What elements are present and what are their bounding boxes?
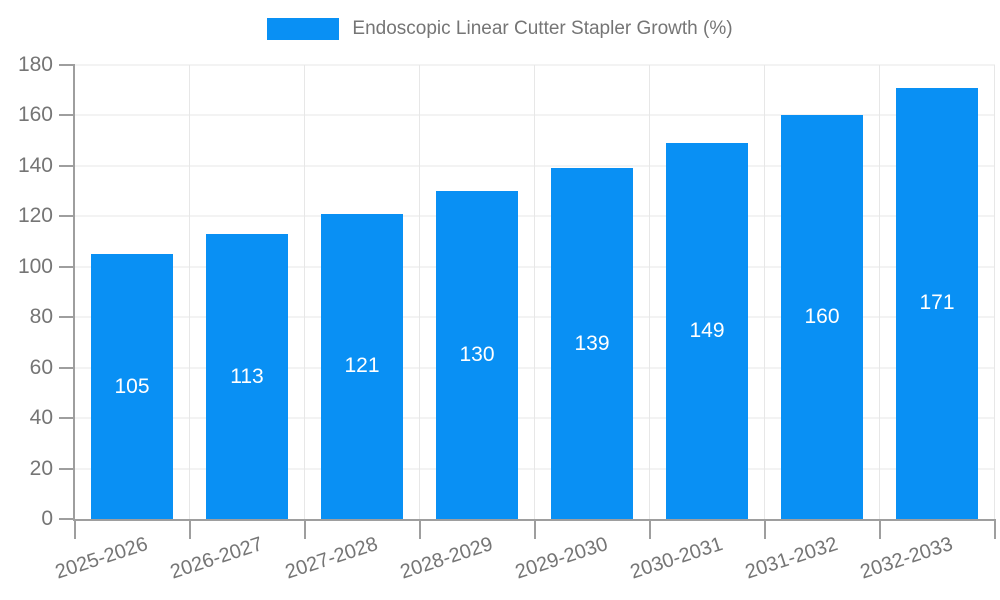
y-gridline <box>75 64 995 66</box>
x-axis-tick <box>879 519 881 539</box>
category-band: 113 2026-2027 <box>168 65 305 583</box>
category-band: 121 2027-2028 <box>283 65 420 583</box>
bar-2027-2028[interactable]: 121 <box>320 213 404 519</box>
bar-2031-2032[interactable]: 160 <box>780 115 864 519</box>
category-band: 130 2028-2029 <box>398 65 535 583</box>
y-axis-label: 40 <box>29 406 53 430</box>
y-axis-label: 120 <box>17 204 53 228</box>
plot-area: 105 2025-2026 113 2026-2027 121 2027-2028 130 2… <box>18 53 996 583</box>
bar-2032-2033[interactable]: 171 <box>895 87 979 519</box>
x-axis-tick <box>764 519 766 539</box>
category-band: 171 2032-2033 <box>858 65 995 583</box>
y-gridline <box>75 266 995 268</box>
x-axis-label: 2027-2028 <box>283 533 381 584</box>
x-axis-tick <box>994 519 996 539</box>
y-axis-tick <box>59 64 75 66</box>
y-axis-label: 160 <box>17 103 53 127</box>
x-axis-tick <box>304 519 306 539</box>
bar-2028-2029[interactable]: 130 <box>435 191 519 519</box>
y-gridline <box>75 316 995 318</box>
x-axis-tick <box>74 519 76 539</box>
bar-2026-2027[interactable]: 113 <box>205 234 289 519</box>
y-gridline <box>75 417 995 419</box>
y-gridline <box>75 114 995 116</box>
x-axis-tick <box>534 519 536 539</box>
legend-label: Endoscopic Linear Cutter Stapler Growth … <box>352 18 733 39</box>
bar-2030-2031[interactable]: 149 <box>665 143 749 519</box>
bar-value-label: 121 <box>344 354 380 378</box>
legend-swatch <box>267 18 340 40</box>
y-gridline <box>75 367 995 369</box>
bar-value-label: 171 <box>919 291 955 315</box>
x-axis-tick <box>649 519 651 539</box>
y-axis-label: 0 <box>41 507 53 530</box>
y-axis-label: 140 <box>17 153 53 177</box>
x-axis-tick <box>189 519 191 539</box>
y-axis-tick <box>59 265 75 268</box>
x-axis-label: 2028-2029 <box>398 533 496 584</box>
x-axis-label: 2025-2026 <box>53 533 151 584</box>
x-axis-label: 2032-2033 <box>858 533 956 584</box>
y-gridline <box>75 215 995 217</box>
category-band: 105 2025-2026 <box>53 65 190 583</box>
bar-bands: 105 2025-2026 113 2026-2027 121 2027-2028 130 2… <box>53 65 995 583</box>
y-axis-tick <box>59 164 75 167</box>
x-axis-label: 2026-2027 <box>168 533 266 584</box>
bar-value-label: 105 <box>114 374 150 398</box>
y-axis-label: 80 <box>29 305 53 329</box>
bar-value-label: 130 <box>459 343 495 367</box>
x-axis-label: 2031-2032 <box>743 533 841 584</box>
bar-value-label: 149 <box>689 319 725 343</box>
y-axis-tick <box>59 316 75 319</box>
y-axis-label: 100 <box>17 254 53 278</box>
y-gridline <box>75 468 995 470</box>
bar-value-label: 160 <box>804 305 840 329</box>
y-gridline <box>75 165 995 167</box>
y-axis-label: 60 <box>29 355 53 379</box>
category-band: 149 2030-2031 <box>628 65 765 583</box>
y-axis-tick <box>59 215 75 218</box>
x-axis-tick <box>419 519 421 539</box>
y-axis-tick <box>59 366 75 369</box>
y-axis-label: 20 <box>29 456 53 480</box>
y-axis-tick <box>59 518 75 520</box>
bar-value-label: 113 <box>230 364 264 388</box>
y-axis-tick <box>59 467 75 470</box>
y-axis-tick <box>59 114 75 117</box>
x-axis-label: 2029-2030 <box>513 533 611 584</box>
category-band: 139 2029-2030 <box>513 65 650 583</box>
y-axis-label: 180 <box>17 53 53 76</box>
x-axis-label: 2030-2031 <box>628 533 726 584</box>
bar-value-label: 139 <box>574 331 610 355</box>
y-axis-tick <box>59 417 75 420</box>
chart-legend[interactable]: Endoscopic Linear Cutter Stapler Growth … <box>0 18 1000 40</box>
category-band: 160 2031-2032 <box>743 65 880 583</box>
bar-2029-2030[interactable]: 139 <box>550 168 634 519</box>
bar-2025-2026[interactable]: 105 <box>90 254 174 519</box>
